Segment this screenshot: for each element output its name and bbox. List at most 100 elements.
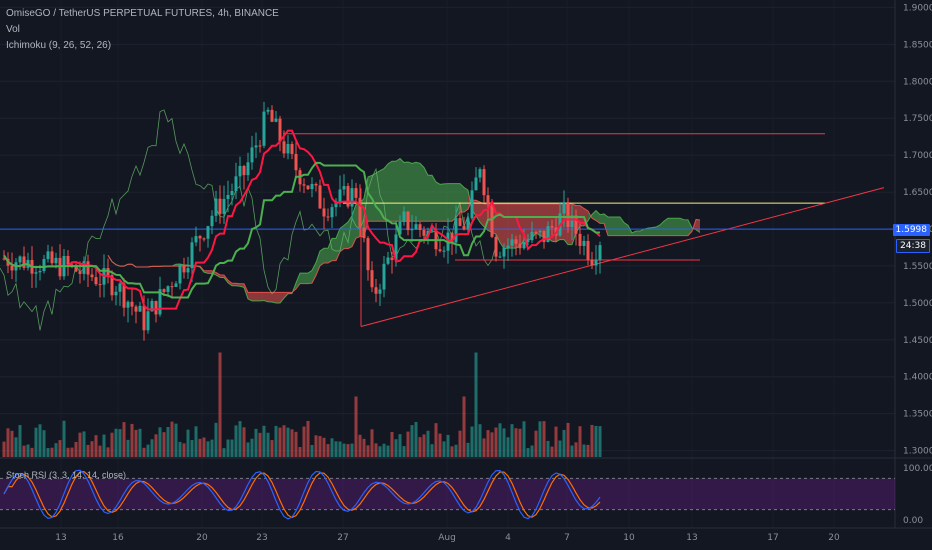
- volume-bar: [206, 441, 210, 457]
- volume-bar: [54, 443, 58, 457]
- volume-bar: [170, 421, 174, 457]
- cloud-segment: [608, 216, 612, 236]
- candle-body: [494, 236, 498, 257]
- cloud-segment: [468, 190, 472, 211]
- volume-bar: [10, 430, 14, 457]
- cloud-segment: [668, 218, 672, 236]
- candle-body: [418, 224, 422, 230]
- volume-bar: [102, 434, 106, 457]
- cloud-segment: [248, 292, 252, 301]
- volume-bar: [394, 439, 398, 457]
- cloud-segment: [384, 163, 388, 222]
- candle-body: [222, 199, 226, 214]
- cloud-segment: [396, 158, 400, 222]
- volume-bar: [50, 447, 54, 457]
- candle-body: [122, 283, 126, 308]
- time-tick-label: Aug: [438, 533, 456, 543]
- volume-bar: [442, 441, 446, 457]
- cloud-segment: [404, 161, 408, 222]
- volume-bar: [578, 426, 582, 457]
- candle-body: [590, 259, 594, 266]
- volume-bar: [406, 431, 410, 457]
- candle-body: [126, 301, 130, 308]
- volume-bar: [486, 430, 490, 457]
- volume-bar: [574, 442, 578, 457]
- volume-bar: [598, 426, 602, 457]
- candle-body: [18, 256, 22, 263]
- volume-bar: [94, 435, 98, 457]
- volume-bar: [466, 442, 470, 457]
- volume-bar: [430, 444, 434, 457]
- candle-body: [206, 226, 210, 239]
- volume-bar: [526, 448, 530, 457]
- volume-bar: [282, 425, 286, 457]
- volume-bar: [174, 423, 178, 457]
- volume-bar: [34, 427, 38, 457]
- cloud-segment: [660, 221, 664, 236]
- cloud-segment: [676, 218, 680, 236]
- volume-bar: [254, 428, 258, 457]
- candle-body: [38, 271, 42, 273]
- volume-bar: [582, 444, 586, 457]
- cloud-segment: [308, 270, 312, 284]
- candle-body: [98, 284, 102, 286]
- candle-body: [530, 231, 534, 241]
- volume-bar: [542, 421, 546, 457]
- volume-bar: [122, 422, 126, 457]
- cloud-segment: [504, 203, 508, 249]
- cloud-segment: [352, 204, 356, 247]
- candle-body: [282, 141, 286, 154]
- volume-bar: [178, 441, 182, 457]
- price-tick-label: 1.8500: [903, 40, 932, 50]
- candle-body: [286, 143, 290, 154]
- volume-bar: [426, 430, 430, 457]
- symbol-title: OmiseGO / TetherUS PERPETUAL FUTURES, 4h…: [6, 8, 279, 19]
- candle-body: [42, 259, 46, 272]
- volume-bar: [118, 429, 122, 457]
- volume-bar: [422, 434, 426, 457]
- cloud-segment: [508, 203, 512, 249]
- cloud-segment: [460, 183, 464, 213]
- volume-bar: [82, 431, 86, 457]
- volume-bar: [450, 446, 454, 457]
- price-tick-label: 1.6500: [903, 188, 932, 198]
- price-tick-label: 1.7000: [903, 151, 932, 161]
- candle-body: [538, 230, 542, 233]
- volume-bar: [518, 428, 522, 457]
- volume-bar: [586, 444, 590, 457]
- volume-bar: [378, 446, 382, 457]
- candle-body: [310, 183, 314, 190]
- candle-body: [226, 194, 230, 200]
- volume-bar: [86, 444, 90, 457]
- cloud-segment: [600, 213, 604, 224]
- volume-bar: [26, 444, 30, 457]
- volume-bar: [318, 436, 322, 457]
- cloud-segment: [228, 280, 232, 286]
- volume-bar: [494, 427, 498, 457]
- cloud-segment: [272, 292, 276, 304]
- volume-bar: [130, 423, 134, 457]
- volume-bar: [134, 429, 138, 457]
- cloud-segment: [540, 203, 544, 237]
- volume-bar: [110, 432, 114, 457]
- candle-body: [550, 226, 554, 228]
- cloud-segment: [532, 203, 536, 239]
- cloud-segment: [232, 283, 236, 286]
- cloud-segment: [300, 273, 304, 284]
- candle-body: [390, 257, 394, 260]
- volume-bar: [506, 437, 510, 457]
- cloud-segment: [612, 216, 616, 236]
- volume-bar: [210, 439, 214, 457]
- cloud-segment: [276, 292, 280, 304]
- volume-bar: [146, 444, 150, 457]
- cloud-segment: [452, 183, 456, 222]
- volume-bar: [194, 426, 198, 457]
- candle-body: [498, 256, 502, 258]
- candle-body: [130, 301, 134, 307]
- candles: [2, 101, 602, 341]
- cloud-segment: [528, 203, 532, 241]
- cloud-segment: [388, 161, 392, 222]
- candle-body: [234, 176, 238, 192]
- candle-body: [290, 143, 294, 154]
